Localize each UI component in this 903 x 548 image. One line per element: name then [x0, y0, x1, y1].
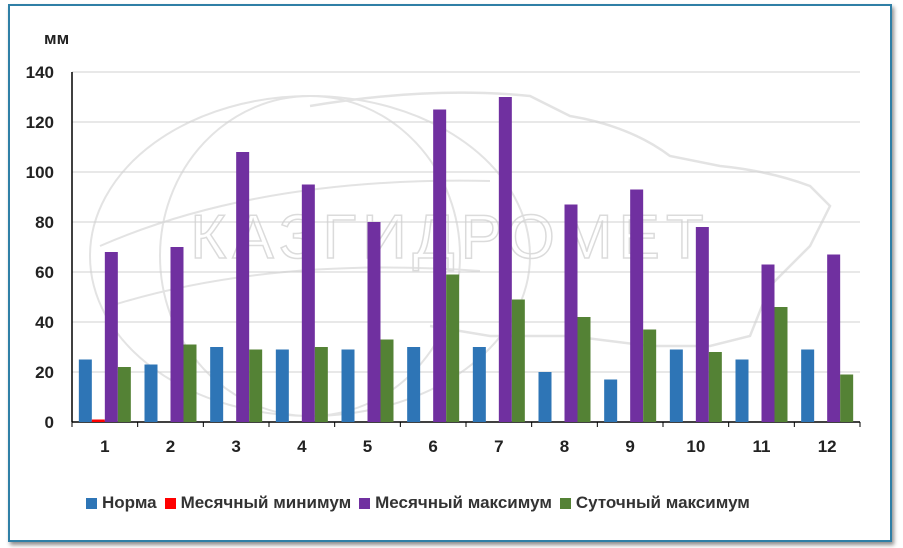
bar-series-1-category-8	[538, 372, 552, 422]
legend-label: Месячный минимум	[180, 493, 352, 512]
bar-series-1-category-5	[341, 349, 355, 422]
y-tick-label: 120	[26, 113, 54, 132]
x-tick-label: 1	[100, 437, 109, 456]
bar-series-4-category-7	[511, 299, 525, 422]
bar-series-4-category-5	[380, 339, 394, 422]
y-tick-label: 80	[35, 213, 54, 232]
bar-series-3-category-1	[104, 252, 118, 422]
bar-series-3-category-9	[630, 189, 644, 422]
bar-series-3-category-4	[301, 184, 315, 422]
legend-label: Суточный максимум	[575, 493, 750, 512]
bar-series-1-category-10	[669, 349, 683, 422]
bar-series-1-category-7	[472, 347, 486, 422]
gridlines	[71, 71, 860, 423]
bar-series-4-category-9	[643, 329, 657, 422]
x-tick-label: 6	[428, 437, 437, 456]
bar-series-3-category-7	[498, 97, 512, 422]
x-tick-label: 7	[494, 437, 503, 456]
legend-swatch	[559, 497, 571, 509]
bar-series-4-category-11	[774, 307, 788, 422]
legend-item: Месячный максимум	[359, 493, 552, 513]
bar-series-4-category-10	[708, 352, 722, 422]
bar-series-3-category-3	[236, 152, 250, 422]
legend-item: Суточный максимум	[559, 493, 750, 513]
x-tick-label: 8	[560, 437, 569, 456]
y-tick-label: 100	[26, 163, 54, 182]
x-tick-label: 9	[625, 437, 634, 456]
bar-series-1-category-2	[144, 364, 158, 422]
x-tick-label: 4	[297, 437, 307, 456]
y-unit-label: мм	[44, 29, 69, 48]
bar-series-4-category-4	[314, 347, 328, 422]
x-tick-label: 12	[818, 437, 837, 456]
bar-series-1-category-4	[275, 349, 289, 422]
bar-series-3-category-6	[433, 109, 447, 422]
bar-series-3-category-2	[170, 247, 184, 422]
legend-swatch	[164, 497, 176, 509]
bar-series-1-category-1	[78, 359, 92, 422]
bar-series-3-category-11	[761, 264, 775, 422]
bar-series-1-category-11	[735, 359, 749, 422]
bar-series-4-category-2	[183, 344, 197, 422]
bar-series-1-category-12	[801, 349, 815, 422]
y-axis-ticks: 0 20 40 60 80 100 120 140	[26, 63, 54, 432]
bar-series-4-category-12	[840, 374, 854, 422]
y-tick-label: 60	[35, 263, 54, 282]
watermark: КАЗГИДРОМЕТ	[89, 91, 832, 417]
x-tick-label: 5	[363, 437, 372, 456]
x-axis-ticks: 1 2 3 4 5 6 7 8 9 10 11 12	[71, 422, 861, 456]
bar-series-1-category-6	[407, 347, 421, 422]
y-tick-label: 20	[35, 363, 54, 382]
y-tick-label: 40	[35, 313, 54, 332]
bar-series-3-category-12	[827, 254, 841, 422]
bar-series-3-category-5	[367, 222, 381, 422]
bars	[78, 97, 854, 422]
x-tick-label: 11	[753, 437, 771, 456]
x-tick-label: 3	[231, 437, 240, 456]
legend-item: Месячный минимум	[164, 493, 352, 513]
legend-swatch	[359, 497, 371, 509]
legend-swatch	[86, 497, 97, 509]
bar-series-1-category-9	[604, 379, 618, 422]
watermark-text: КАЗГИДРОМЕТ	[190, 203, 709, 272]
bar-series-4-category-3	[249, 349, 263, 422]
legend-label: Месячный максимум	[375, 493, 552, 512]
bar-series-3-category-8	[564, 204, 578, 422]
y-tick-label: 140	[26, 63, 54, 82]
bar-series-4-category-6	[446, 274, 460, 422]
legend: Норма Месячный минимум Месячный максимум Су…	[86, 493, 758, 513]
x-tick-label: 10	[686, 437, 705, 456]
y-tick-label: 0	[45, 413, 54, 432]
x-tick-label: 2	[166, 437, 175, 456]
bar-series-4-category-1	[117, 367, 131, 422]
bar-series-2-category-1	[91, 419, 105, 422]
bar-series-1-category-3	[210, 347, 224, 422]
legend-label: Норма	[102, 493, 157, 512]
bar-series-4-category-8	[577, 317, 591, 422]
bar-series-3-category-10	[695, 227, 709, 422]
legend-item: Норма	[86, 493, 157, 513]
